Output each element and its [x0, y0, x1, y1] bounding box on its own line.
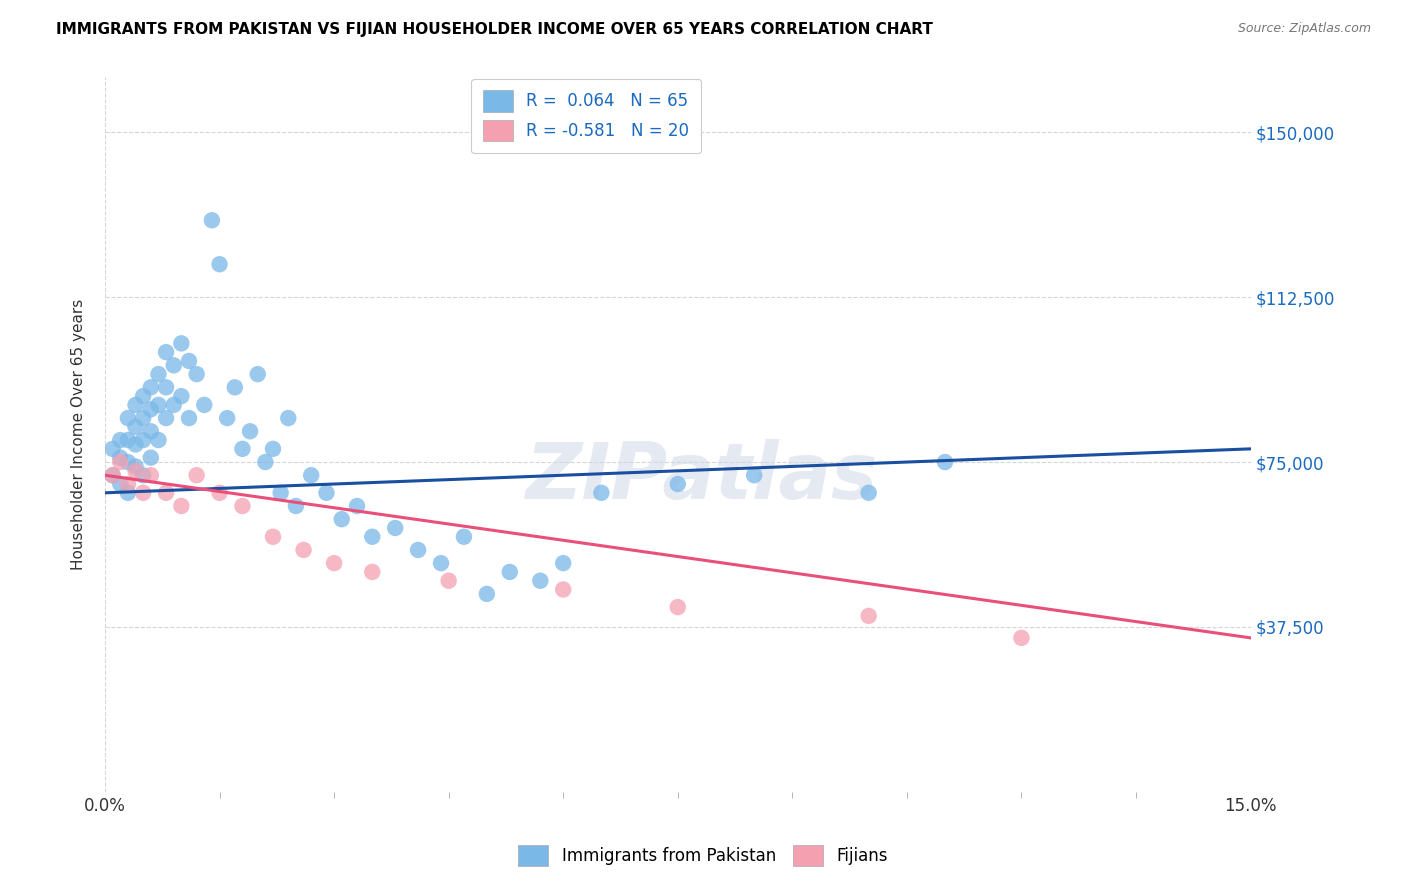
- Point: [117, 411, 139, 425]
- Point: [323, 556, 346, 570]
- Point: [553, 556, 575, 570]
- Point: [124, 464, 146, 478]
- Y-axis label: Householder Income Over 65 years: Householder Income Over 65 years: [72, 299, 86, 570]
- Point: [529, 574, 551, 588]
- Point: [858, 608, 880, 623]
- Point: [155, 485, 177, 500]
- Point: [430, 556, 453, 570]
- Point: [132, 468, 155, 483]
- Point: [208, 257, 231, 271]
- Point: [315, 485, 337, 500]
- Point: [117, 485, 139, 500]
- Point: [224, 380, 246, 394]
- Point: [246, 367, 269, 381]
- Point: [217, 411, 239, 425]
- Point: [117, 433, 139, 447]
- Point: [553, 582, 575, 597]
- Point: [475, 587, 498, 601]
- Point: [110, 455, 132, 469]
- Point: [666, 600, 689, 615]
- Point: [139, 380, 162, 394]
- Point: [186, 468, 208, 483]
- Point: [155, 411, 177, 425]
- Point: [346, 499, 368, 513]
- Point: [231, 442, 253, 456]
- Point: [132, 389, 155, 403]
- Point: [277, 411, 299, 425]
- Point: [666, 477, 689, 491]
- Point: [591, 485, 613, 500]
- Point: [155, 380, 177, 394]
- Text: IMMIGRANTS FROM PAKISTAN VS FIJIAN HOUSEHOLDER INCOME OVER 65 YEARS CORRELATION : IMMIGRANTS FROM PAKISTAN VS FIJIAN HOUSE…: [56, 22, 934, 37]
- Point: [124, 437, 146, 451]
- Point: [170, 336, 193, 351]
- Point: [177, 354, 200, 368]
- Point: [186, 367, 208, 381]
- Point: [499, 565, 522, 579]
- Text: Source: ZipAtlas.com: Source: ZipAtlas.com: [1237, 22, 1371, 36]
- Legend: R =  0.064   N = 65, R = -0.581   N = 20: R = 0.064 N = 65, R = -0.581 N = 20: [471, 78, 702, 153]
- Point: [406, 543, 429, 558]
- Point: [132, 485, 155, 500]
- Point: [139, 424, 162, 438]
- Point: [110, 450, 132, 465]
- Point: [132, 433, 155, 447]
- Point: [262, 530, 284, 544]
- Point: [1010, 631, 1032, 645]
- Point: [124, 398, 146, 412]
- Point: [139, 450, 162, 465]
- Point: [330, 512, 353, 526]
- Point: [139, 402, 162, 417]
- Point: [361, 530, 384, 544]
- Point: [254, 455, 277, 469]
- Point: [155, 345, 177, 359]
- Point: [124, 459, 146, 474]
- Point: [148, 398, 170, 412]
- Point: [163, 398, 186, 412]
- Point: [384, 521, 406, 535]
- Point: [361, 565, 384, 579]
- Point: [110, 433, 132, 447]
- Point: [117, 477, 139, 491]
- Point: [193, 398, 215, 412]
- Point: [201, 213, 224, 227]
- Point: [101, 442, 124, 456]
- Point: [110, 477, 132, 491]
- Point: [284, 499, 307, 513]
- Point: [239, 424, 262, 438]
- Point: [270, 485, 292, 500]
- Text: ZIPatlas: ZIPatlas: [524, 440, 877, 516]
- Point: [934, 455, 956, 469]
- Point: [858, 485, 880, 500]
- Point: [124, 420, 146, 434]
- Point: [170, 499, 193, 513]
- Point: [117, 455, 139, 469]
- Point: [101, 468, 124, 483]
- Point: [170, 389, 193, 403]
- Point: [101, 468, 124, 483]
- Point: [139, 468, 162, 483]
- Point: [148, 367, 170, 381]
- Legend: Immigrants from Pakistan, Fijians: Immigrants from Pakistan, Fijians: [512, 838, 894, 873]
- Point: [177, 411, 200, 425]
- Point: [453, 530, 475, 544]
- Point: [208, 485, 231, 500]
- Point: [262, 442, 284, 456]
- Point: [299, 468, 322, 483]
- Point: [132, 411, 155, 425]
- Point: [292, 543, 315, 558]
- Point: [231, 499, 253, 513]
- Point: [148, 433, 170, 447]
- Point: [437, 574, 460, 588]
- Point: [742, 468, 765, 483]
- Point: [163, 359, 186, 373]
